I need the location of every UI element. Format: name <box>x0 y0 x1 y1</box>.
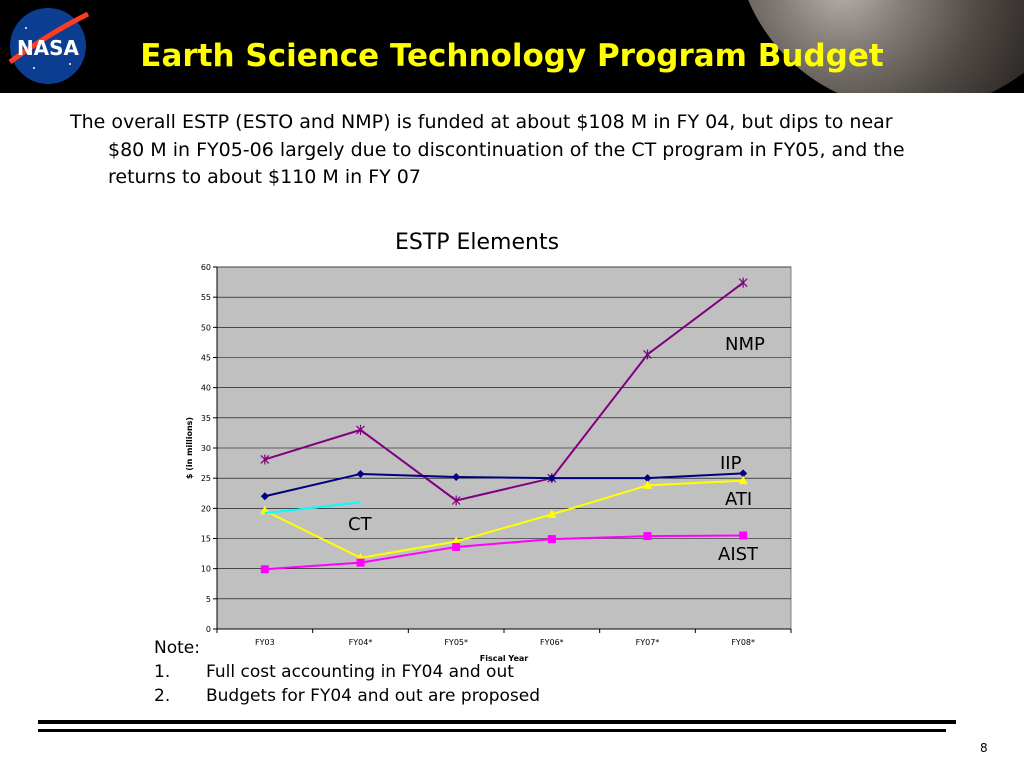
y-tick-label: 30 <box>201 444 211 453</box>
data-point <box>260 492 269 501</box>
y-tick-label: 40 <box>201 384 211 393</box>
data-point <box>451 536 461 546</box>
note-heading: Note: <box>154 638 200 658</box>
y-tick-label: 35 <box>201 414 211 423</box>
y-tick-label: 20 <box>201 504 211 513</box>
data-point <box>739 469 748 478</box>
y-axis-label: $ (in millions) <box>185 417 194 479</box>
data-point <box>643 349 652 360</box>
series-label-ct: CT <box>348 514 373 535</box>
data-point <box>452 542 461 551</box>
y-tick-label: 50 <box>201 323 211 332</box>
y-tick-label: 45 <box>201 354 211 363</box>
chart-title: ESTP Elements <box>394 230 560 255</box>
note-text: Budgets for FY04 and out are proposed <box>206 686 541 706</box>
data-point <box>260 454 270 465</box>
series-label-ati: ATI <box>725 489 752 510</box>
data-point <box>356 558 365 567</box>
data-point <box>643 474 652 483</box>
series-label-iip: IIP <box>720 453 742 474</box>
data-point <box>738 277 748 288</box>
x-tick-label: FY06* <box>540 638 564 647</box>
note-number: 1. <box>154 662 171 682</box>
series-line <box>264 479 744 559</box>
data-point <box>643 532 652 541</box>
x-tick-label: FY04* <box>349 638 373 647</box>
series-iip <box>260 469 748 501</box>
page-number: 8 <box>980 741 988 755</box>
data-point <box>547 509 557 518</box>
series-line <box>264 472 744 498</box>
note-text: Full cost accounting in FY04 and out <box>206 662 514 682</box>
footer-rule <box>38 720 956 724</box>
note-number: 2. <box>154 686 171 706</box>
intro-paragraph: The overall ESTP (ESTO and NMP) is funde… <box>70 111 905 188</box>
y-tick-label: 55 <box>201 293 211 302</box>
y-tick-label: 60 <box>201 263 211 272</box>
series-nmp <box>260 277 748 506</box>
footer-rule <box>38 729 946 732</box>
y-tick-label: 15 <box>201 535 211 544</box>
x-tick-label: FY07* <box>636 638 660 647</box>
y-tick-label: 10 <box>201 565 211 574</box>
x-tick-label: FY05* <box>444 638 468 647</box>
data-point <box>739 531 748 540</box>
nasa-logo: NASA <box>8 8 90 84</box>
line-chart: 0 5 10 15 20 25 30 35 40 45 50 55 60 FY03 FY04* FY05* FY… <box>185 263 792 663</box>
data-point <box>451 495 461 506</box>
data-point <box>356 469 365 478</box>
data-point <box>260 565 269 574</box>
data-point <box>547 474 556 483</box>
data-point <box>738 475 748 485</box>
series-line <box>264 281 744 502</box>
x-tick-label: FY08* <box>731 638 755 647</box>
logo-text: NASA <box>17 36 80 60</box>
y-tick-label: 25 <box>201 474 211 483</box>
notes-block: Note: 1. Full cost accounting in FY04 and… <box>154 636 540 708</box>
series-line <box>264 501 361 515</box>
data-point <box>452 472 461 481</box>
series-line <box>264 534 744 571</box>
slide-title: Earth Science Technology Program Budget <box>140 38 884 74</box>
y-tick-label: 0 <box>206 625 211 634</box>
series-ct <box>264 501 361 515</box>
series-aist <box>260 531 748 574</box>
series-label-nmp: NMP <box>725 334 765 355</box>
data-point <box>643 480 652 489</box>
x-tick-label: FY03 <box>255 638 275 647</box>
x-axis-label: Fiscal Year <box>480 654 529 663</box>
y-tick-label: 5 <box>206 595 211 604</box>
series-label-aist: AIST <box>718 544 759 565</box>
note-item: 2. Budgets for FY04 and out are proposed <box>154 684 540 708</box>
slide-header: NASA Earth Science Technology Program Bu… <box>0 0 1024 93</box>
data-point <box>356 424 365 435</box>
note-item: 1. Full cost accounting in FY04 and out <box>154 660 540 684</box>
data-point <box>547 535 556 544</box>
